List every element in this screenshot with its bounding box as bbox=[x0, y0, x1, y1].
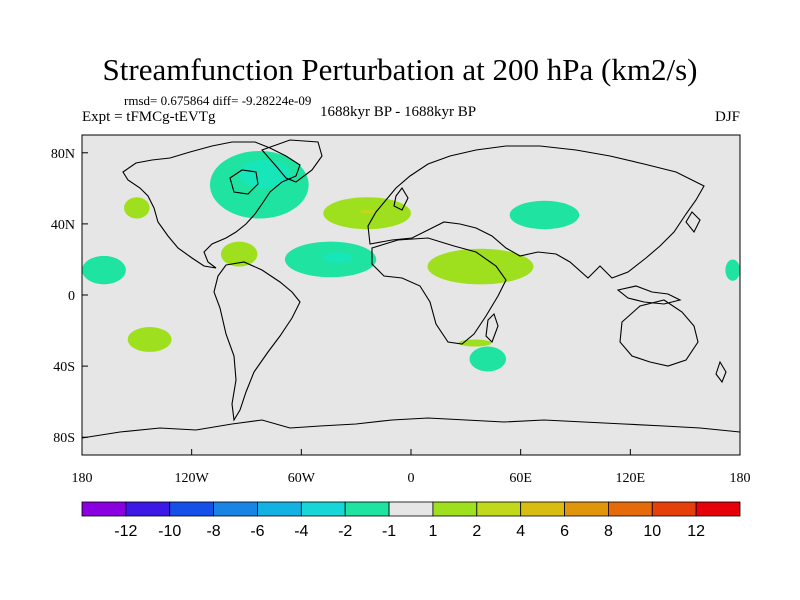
coastline-hudson-bay bbox=[229, 169, 259, 195]
axis-ticks: 180 120W 60W 0 60E 120E 180 80N 40N 0 40S 80S bbox=[51, 147, 751, 486]
anomaly-north-atlantic-high bbox=[323, 197, 411, 230]
colorbar-box bbox=[564, 501, 609, 517]
x-tick-label: 60W bbox=[288, 471, 316, 486]
colorbar-label: 4 bbox=[516, 523, 525, 540]
colorbar-box bbox=[432, 501, 478, 517]
anomaly-africa-arabia-high bbox=[427, 248, 534, 285]
season-label: DJF bbox=[714, 109, 740, 125]
coastline-new-zealand bbox=[715, 360, 727, 384]
coastline-japan bbox=[685, 211, 701, 234]
colorbar-box bbox=[651, 501, 697, 517]
colorbar-label: 6 bbox=[560, 523, 569, 540]
anomaly-north-pacific-high bbox=[124, 197, 150, 219]
colorbar-box bbox=[125, 501, 171, 517]
colorbar-label: 10 bbox=[643, 523, 661, 540]
anomaly-tropical-atlantic-low-core bbox=[323, 252, 353, 263]
x-tick-label: 180 bbox=[730, 471, 751, 486]
anomaly-layer bbox=[82, 151, 740, 372]
colorbar-box bbox=[608, 501, 653, 517]
coastline-north-america bbox=[122, 141, 301, 269]
colorbar-label: -6 bbox=[250, 523, 264, 540]
coastline-indonesia bbox=[616, 285, 682, 305]
anomaly-north-atlantic-low bbox=[239, 159, 291, 189]
colorbar-box bbox=[388, 501, 434, 517]
x-tick-label: 180 bbox=[72, 471, 93, 486]
experiment-label: Expt = tFMCg-tEVTg bbox=[82, 109, 216, 125]
colorbar-box bbox=[695, 501, 741, 517]
anomaly-south-pacific-high bbox=[127, 327, 172, 352]
y-tick-label: 80S bbox=[53, 431, 75, 446]
colorbar-label: 2 bbox=[472, 523, 481, 540]
colorbar-label: 12 bbox=[687, 523, 705, 540]
colorbar-label: 1 bbox=[428, 523, 437, 540]
anomaly-south-africa-high bbox=[458, 339, 492, 347]
map-background bbox=[82, 135, 740, 455]
coastline-australia bbox=[619, 299, 699, 367]
anomaly-north-atlantic-high-core bbox=[359, 209, 375, 214]
anomaly-caribbean-high bbox=[220, 241, 258, 267]
colorbar-box bbox=[257, 501, 302, 517]
coastline-madagascar bbox=[485, 312, 499, 343]
y-tick-label: 40N bbox=[51, 218, 75, 233]
anomaly-central-asia-low bbox=[509, 200, 580, 230]
coastline-antarctica bbox=[82, 417, 740, 439]
colorbar-label: -12 bbox=[114, 523, 137, 540]
colorbar-label: -8 bbox=[206, 523, 220, 540]
colorbar-label: -4 bbox=[294, 523, 308, 540]
colorbar-box bbox=[344, 501, 390, 517]
x-tick-label: 60E bbox=[509, 471, 532, 486]
y-tick-label: 40S bbox=[53, 360, 75, 375]
x-tick-label: 120E bbox=[616, 471, 646, 486]
coastline-africa bbox=[371, 237, 507, 345]
colorbar-box bbox=[476, 501, 522, 517]
y-tick-label: 0 bbox=[68, 289, 75, 304]
colorbar-label: -2 bbox=[338, 523, 352, 540]
colorbar-label: -1 bbox=[382, 523, 396, 540]
x-tick-label: 0 bbox=[408, 471, 415, 486]
colorbar-box bbox=[81, 501, 127, 517]
colorbar-label: 8 bbox=[604, 523, 613, 540]
y-tick-label: 80N bbox=[51, 147, 75, 162]
colorbar-box bbox=[169, 501, 215, 517]
x-tick-label: 120W bbox=[175, 471, 210, 486]
plot-title: Streamfunction Perturbation at 200 hPa (… bbox=[102, 52, 698, 87]
colorbar-box bbox=[213, 501, 258, 517]
coastline-south-america bbox=[213, 261, 301, 422]
period-label: 1688kyr BP - 1688kyr BP bbox=[320, 104, 477, 120]
anomaly-southern-africa-low bbox=[469, 346, 507, 372]
rmsd-stat: rmsd= 0.675864 diff= -9.28224e-09 bbox=[124, 93, 312, 108]
coastline-great-britain bbox=[393, 187, 409, 211]
anomaly-east-pacific-low bbox=[82, 255, 126, 285]
colorbar: -12 -10 -8 -6 -4 -2 -1 1 2 4 6 8 10 12 bbox=[81, 501, 741, 540]
colorbar-label: -10 bbox=[158, 523, 181, 540]
coastline-eurasia bbox=[367, 145, 705, 279]
anomaly-date-line-low bbox=[725, 259, 740, 281]
colorbar-box bbox=[520, 501, 565, 517]
coastline-layer bbox=[82, 139, 740, 439]
coastline-greenland bbox=[261, 139, 323, 183]
colorbar-box bbox=[300, 501, 346, 517]
